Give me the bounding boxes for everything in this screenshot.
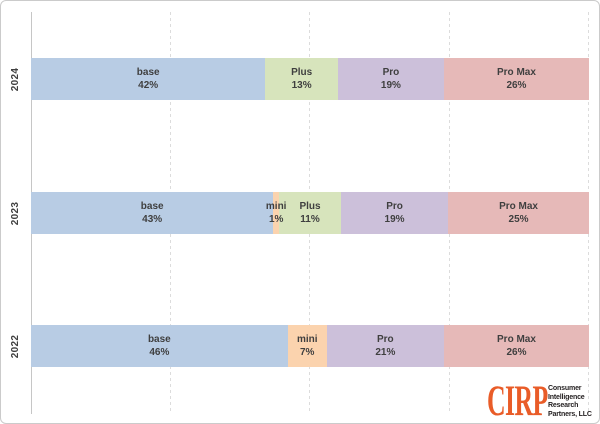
segment-label: Pro 19% (384, 201, 405, 225)
year-label-2023: 2023 (10, 201, 22, 225)
plot-area: 2024 base 42% Plus 13% Pro 19% Pro Max 26% 2023 ba… (10, 12, 590, 414)
segment-label: Plus 11% (299, 201, 321, 225)
segment-label: Pro 19% (380, 67, 401, 91)
bar-row-2024: 2024 base 42% Plus 13% Pro 19% Pro Max 26% (10, 58, 589, 100)
segment-label: mini 1% (265, 201, 287, 225)
cirp-logo-monogram-box: CIRP (487, 378, 549, 424)
bar-row-2023: 2023 base 43% mini 1% Plus 11% Pro 19% Pro Max 25% (10, 192, 589, 234)
segment-2023-plus: Plus 11% (279, 192, 341, 234)
segment-label: base 43% (140, 201, 164, 225)
segment-2022-pro-max: Pro Max 26% (443, 325, 590, 367)
cirp-logo-text: Consumer Intelligence Research Partners, LL… (546, 383, 595, 418)
segment-2024-pro: Pro 19% (337, 58, 444, 100)
cirp-logo-text-line: Consumer (548, 383, 582, 393)
segment-2023-base: base 43% (31, 192, 274, 234)
cirp-logo: CIRP Consumer Intelligence Research Partner… (487, 378, 595, 424)
segment-label: Pro 21% (375, 334, 396, 358)
segment-label: base 46% (147, 334, 171, 358)
cirp-logo-text-line: Intelligence (548, 391, 585, 401)
segment-label: base 42% (136, 67, 160, 91)
segment-2023-mini: mini 1% (266, 192, 286, 234)
segment-label: Plus 13% (291, 67, 313, 91)
segment-2024-base: base 42% (31, 58, 266, 100)
cirp-logo-text-line: Research (548, 400, 579, 410)
segment-label: Pro Max 26% (497, 334, 536, 358)
cirp-logo-monogram: CIRP (487, 378, 549, 424)
segment-label: mini 7% (296, 334, 318, 358)
segment-2023-pro-max: Pro Max 25% (448, 192, 589, 234)
cirp-logo-text-line: Partners, LLC (548, 408, 593, 418)
year-label-2024: 2024 (10, 67, 22, 91)
segment-2022-mini: mini 7% (287, 325, 327, 367)
segment-2024-plus: Plus 13% (265, 58, 338, 100)
segment-2022-pro: Pro 21% (326, 325, 444, 367)
bar-row-2022: 2022 base 46% mini 7% Pro 21% Pro Max 26% (10, 325, 590, 367)
year-label-2022: 2022 (10, 334, 22, 358)
segment-2023-pro: Pro 19% (341, 192, 449, 234)
segment-2024-pro-max: Pro Max 26% (443, 58, 589, 100)
segment-2022-base: base 46% (31, 325, 288, 367)
segment-label: Pro Max 25% (499, 201, 538, 225)
segment-label: Pro Max 26% (497, 67, 536, 91)
